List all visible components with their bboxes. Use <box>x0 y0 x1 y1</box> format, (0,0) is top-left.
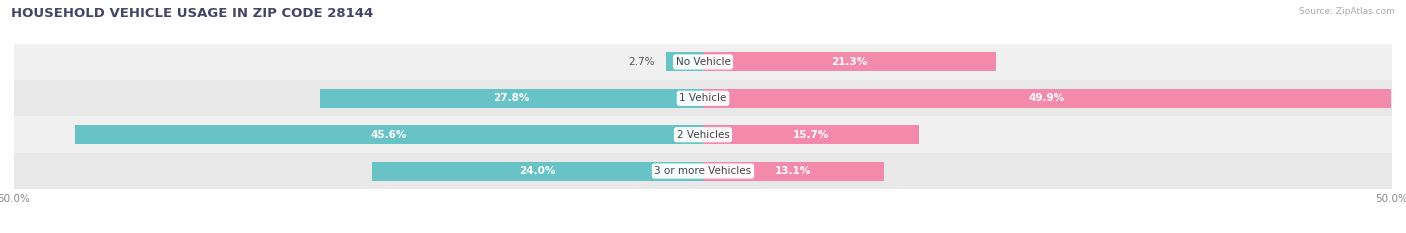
Text: 2.7%: 2.7% <box>628 57 655 67</box>
Bar <box>14 153 1392 189</box>
Bar <box>14 44 1392 80</box>
Bar <box>703 89 1391 108</box>
Text: 27.8%: 27.8% <box>494 93 530 103</box>
Bar <box>14 116 1392 153</box>
Text: 13.1%: 13.1% <box>775 166 811 176</box>
Bar <box>703 125 920 144</box>
Text: No Vehicle: No Vehicle <box>675 57 731 67</box>
Bar <box>14 80 1392 116</box>
Text: 21.3%: 21.3% <box>831 57 868 67</box>
Bar <box>703 162 883 181</box>
Text: 1 Vehicle: 1 Vehicle <box>679 93 727 103</box>
Text: 2 Vehicles: 2 Vehicles <box>676 130 730 140</box>
Bar <box>703 52 997 71</box>
Text: 15.7%: 15.7% <box>793 130 830 140</box>
Bar <box>666 52 703 71</box>
Bar <box>75 125 703 144</box>
Bar <box>321 89 703 108</box>
Text: Source: ZipAtlas.com: Source: ZipAtlas.com <box>1299 7 1395 16</box>
Text: 45.6%: 45.6% <box>371 130 406 140</box>
Text: 24.0%: 24.0% <box>519 166 555 176</box>
Text: 3 or more Vehicles: 3 or more Vehicles <box>654 166 752 176</box>
Text: HOUSEHOLD VEHICLE USAGE IN ZIP CODE 28144: HOUSEHOLD VEHICLE USAGE IN ZIP CODE 2814… <box>11 7 374 20</box>
Bar <box>373 162 703 181</box>
Text: 49.9%: 49.9% <box>1029 93 1064 103</box>
